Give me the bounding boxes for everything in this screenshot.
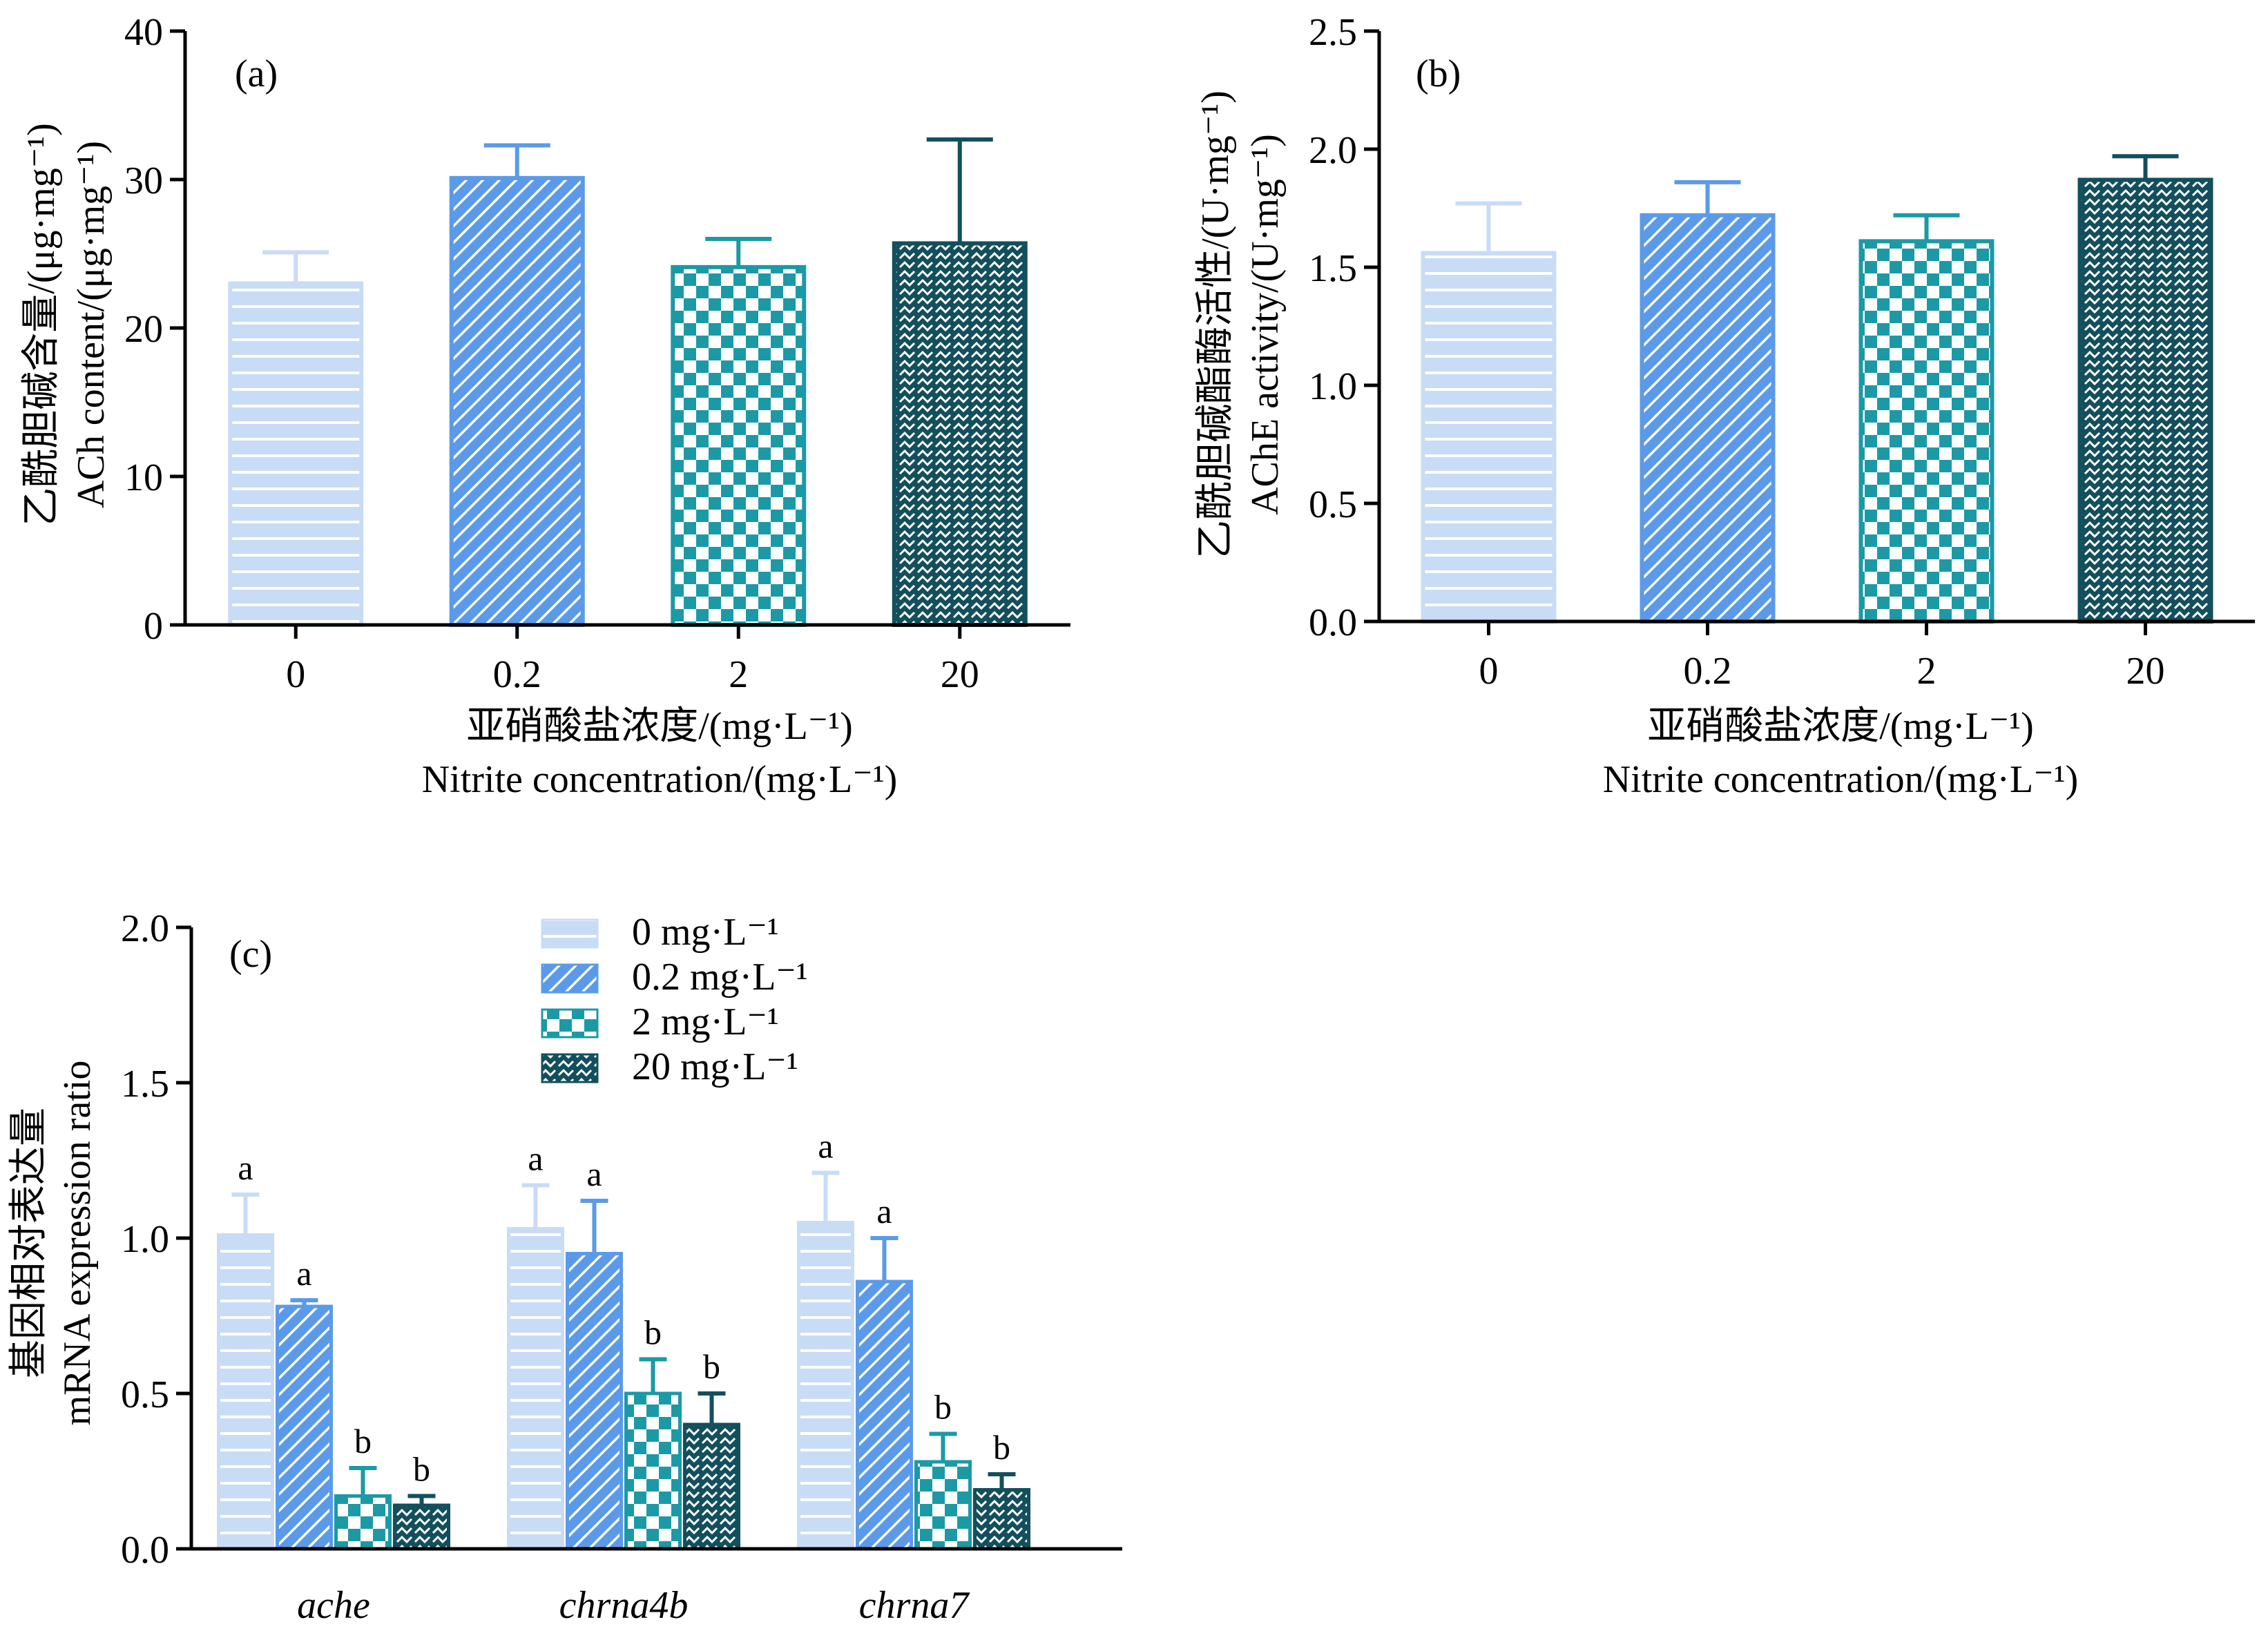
y-tick-label: 10 xyxy=(124,456,163,499)
significance-label: b xyxy=(993,1428,1010,1467)
gene-label: chrna7 xyxy=(859,1584,970,1627)
x-tick-label: 0 xyxy=(1479,650,1499,693)
y-tick-label: 1.0 xyxy=(1309,365,1357,408)
panel-b-ylabel-zh: 乙酰胆碱酯酶活性/(U·mg⁻¹) xyxy=(1194,90,1237,559)
legend-swatch-1 xyxy=(541,963,599,994)
significance-label: a xyxy=(528,1139,543,1178)
bar-ache-0 xyxy=(217,1233,274,1551)
significance-label: a xyxy=(296,1254,311,1293)
legend-label: 2 mg·L⁻¹ xyxy=(632,1001,779,1043)
significance-label: b xyxy=(934,1388,952,1427)
bar-chrna7-0 xyxy=(797,1221,854,1551)
x-tick-label: 0.2 xyxy=(493,653,541,696)
significance-label: b xyxy=(413,1450,430,1489)
legend-swatch-2 xyxy=(541,1008,599,1039)
significance-label: a xyxy=(876,1192,892,1231)
gene-label: ache xyxy=(297,1584,370,1627)
legend-label: 0.2 mg·L⁻¹ xyxy=(632,956,808,998)
panel-a-xlabel-zh: 亚硝酸盐浓度/(mg·L⁻¹) xyxy=(466,705,853,748)
panel-a-label: (a) xyxy=(235,52,278,95)
bar-0 xyxy=(1421,251,1557,624)
y-tick-label: 30 xyxy=(124,160,163,202)
x-tick-label: 20 xyxy=(941,653,979,696)
panel-a-ylabel-en: ACh content/(μg·mg⁻¹) xyxy=(70,141,113,508)
y-tick-label: 1.5 xyxy=(121,1063,169,1106)
significance-label: b xyxy=(703,1347,720,1386)
panel-a-ylabel-zh: 乙酰胆碱含量/(μg·mg⁻¹) xyxy=(20,123,63,525)
y-tick-label: 2.0 xyxy=(121,907,169,950)
panel-c-ylabel-en: mRNA expression ratio xyxy=(56,1061,99,1426)
y-tick-label: 0.0 xyxy=(1309,601,1357,644)
panel-c-legend: 0 mg·L⁻¹0.2 mg·L⁻¹2 mg·L⁻¹20 mg·L⁻¹ xyxy=(541,911,808,1088)
bar-ache-3 xyxy=(393,1503,450,1551)
bar-chrna4b-0 xyxy=(507,1227,564,1551)
panel-c-label: (c) xyxy=(229,933,272,976)
panel-a-y-axis: 0 10 20 30 40 xyxy=(124,11,187,648)
panel-b-x-axis: 0 0.2 2 20 xyxy=(1379,619,2255,693)
panel-c-bars: a a b b a a b b a a b b xyxy=(217,1127,1030,1551)
bar-20 xyxy=(892,241,1028,627)
panel-c-ylabel-zh: 基因相对表达量 xyxy=(8,1108,50,1378)
panel-a-bars xyxy=(228,137,1028,628)
bar-chrna7-2 xyxy=(914,1460,972,1551)
x-tick-label: 0 xyxy=(286,653,305,696)
panel-a-xlabel-en: Nitrite concentration/(mg·L⁻¹) xyxy=(422,758,898,801)
bar-chrna4b-3 xyxy=(683,1422,740,1551)
legend-swatch-3 xyxy=(541,1053,599,1083)
legend-label: 20 mg·L⁻¹ xyxy=(632,1045,798,1088)
panel-b-ylabel-en: AChE activity/(U·mg⁻¹) xyxy=(1244,134,1287,515)
bar-2 xyxy=(1858,239,1995,624)
bar-ache-1 xyxy=(276,1304,333,1551)
panel-b-bars xyxy=(1421,154,2213,624)
x-tick-label: 2 xyxy=(1917,650,1937,693)
panel-a: 0 10 20 30 40 0 0.2 2 20 (a) 乙酰胆碱含量/(μg·mg⁻¹) A… xyxy=(20,11,1070,801)
y-tick-label: 0.5 xyxy=(121,1373,169,1416)
y-tick-label: 1.5 xyxy=(1309,247,1357,290)
panel-b-y-axis: 0.0 0.5 1.0 1.5 2.0 2.5 xyxy=(1309,11,1381,644)
x-tick-label: 0.2 xyxy=(1684,650,1732,693)
bar-chrna7-1 xyxy=(856,1280,913,1551)
y-tick-label: 1.0 xyxy=(121,1218,169,1261)
y-tick-label: 0 xyxy=(144,605,163,648)
y-tick-label: 2.0 xyxy=(1309,129,1357,172)
panel-b-xlabel-zh: 亚硝酸盐浓度/(mg·L⁻¹) xyxy=(1647,705,2034,748)
x-tick-label: 2 xyxy=(729,653,748,696)
y-tick-label: 40 xyxy=(124,11,163,54)
bar-chrna4b-1 xyxy=(566,1252,623,1551)
y-tick-label: 0.5 xyxy=(1309,483,1357,526)
y-tick-label: 0.0 xyxy=(121,1529,169,1572)
bar-20 xyxy=(2077,177,2213,624)
panel-c-x-axis: ache chrna4b chrna7 xyxy=(191,1547,1122,1627)
y-tick-label: 2.5 xyxy=(1309,11,1357,54)
bar-0.2 xyxy=(449,175,585,628)
panel-b: 0.0 0.5 1.0 1.5 2.0 2.5 0 0.2 2 20 (b) 乙酰胆碱酯酶活性/… xyxy=(1194,11,2255,801)
legend-swatch-0 xyxy=(541,918,599,949)
y-tick-label: 20 xyxy=(124,308,163,351)
bar-2 xyxy=(671,264,807,628)
bar-chrna7-3 xyxy=(973,1488,1030,1551)
bar-chrna4b-2 xyxy=(624,1391,682,1551)
panel-c: a a b b a a b b a a b b 0.0 0.5 1.0 1.5 2.0 ache chrna4b… xyxy=(8,907,1122,1627)
significance-label: a xyxy=(818,1127,833,1166)
significance-label: a xyxy=(238,1148,253,1187)
legend-label: 0 mg·L⁻¹ xyxy=(632,911,779,954)
significance-label: b xyxy=(354,1422,372,1460)
significance-label: b xyxy=(644,1313,662,1352)
bar-0 xyxy=(228,281,364,627)
bar-ache-2 xyxy=(334,1494,392,1551)
bar-0.2 xyxy=(1640,213,1776,624)
panel-b-label: (b) xyxy=(1416,52,1461,95)
panel-a-x-axis: 0 0.2 2 20 xyxy=(185,623,1070,696)
gene-label: chrna4b xyxy=(559,1584,689,1627)
panel-b-xlabel-en: Nitrite concentration/(mg·L⁻¹) xyxy=(1603,758,2079,801)
significance-label: a xyxy=(586,1155,602,1193)
x-tick-label: 20 xyxy=(2126,650,2165,693)
panel-c-y-axis: 0.0 0.5 1.0 1.5 2.0 xyxy=(121,907,193,1572)
